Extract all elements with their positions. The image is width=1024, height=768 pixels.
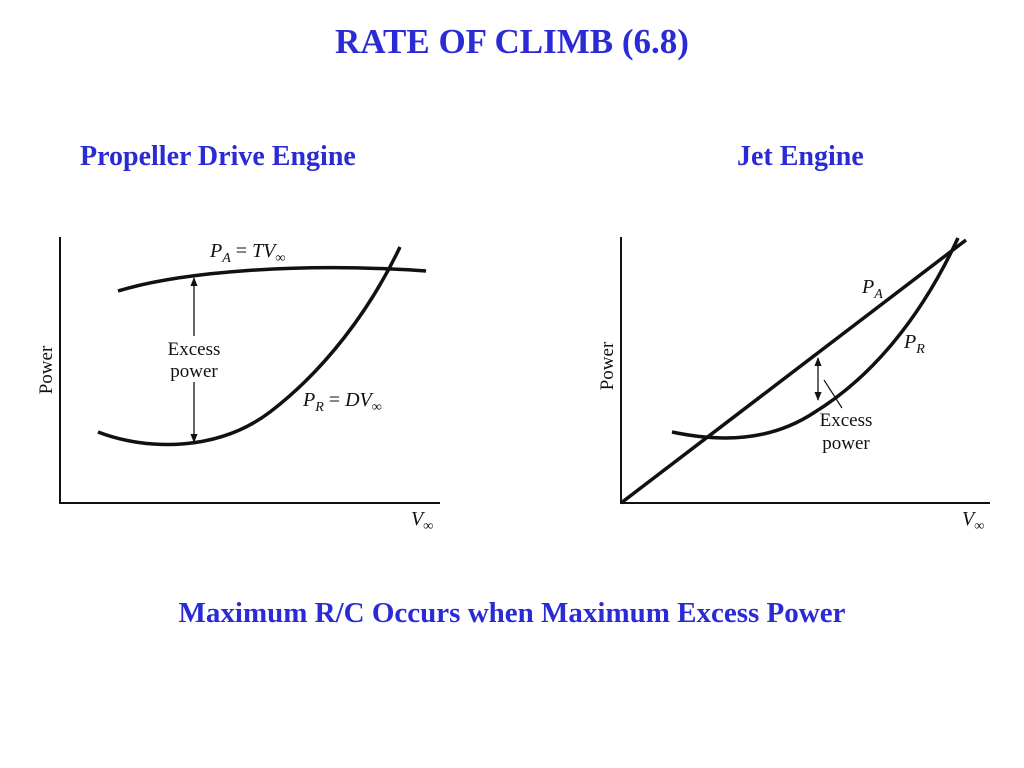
jet-power-required-label: PR (903, 331, 925, 357)
jet-power-available-line (619, 238, 968, 505)
jet-axes (620, 237, 990, 504)
propeller-plot: Excess power PA = TV∞ PR = DV∞ Power V∞ (36, 237, 440, 534)
jet-x-axis-label: V∞ (962, 508, 984, 534)
jet-plot: Excess power PA PR Power V∞ (597, 237, 990, 534)
power-required-label: PR = DV∞ (302, 389, 382, 415)
jet-excess-power-label: Excess (820, 410, 873, 431)
footer-statement: Maximum R/C Occurs when Maximum Excess P… (178, 597, 846, 629)
jet-power-required-curve (671, 237, 960, 440)
power-available-curve (117, 265, 427, 293)
propeller-axes (59, 237, 440, 504)
excess-label-backdrop (160, 336, 230, 382)
propeller-panel-heading: Propeller Drive Engine (80, 141, 356, 172)
jet-excess-leader (823, 379, 843, 409)
y-axis-label: Power (36, 345, 57, 394)
excess-power-label-line2: power (170, 361, 218, 382)
power-required-curve (97, 246, 402, 447)
jet-power-available-label: PA (861, 276, 883, 302)
x-axis-label: V∞ (411, 508, 433, 534)
slide-title: RATE OF CLIMB (6.8) (335, 22, 689, 61)
power-available-label: PA = TV∞ (209, 240, 285, 266)
excess-power-label: Excess (168, 339, 221, 360)
jet-excess-power-label-line2: power (822, 433, 870, 454)
jet-panel-heading: Jet Engine (737, 141, 864, 172)
jet-y-axis-label: Power (597, 341, 618, 390)
